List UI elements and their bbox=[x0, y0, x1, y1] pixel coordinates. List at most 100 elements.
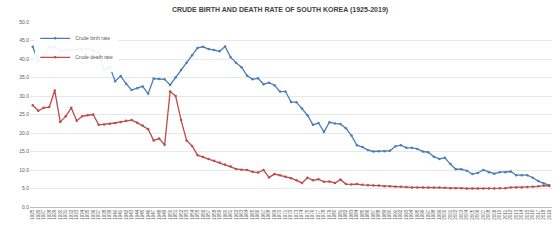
svg-text:1962: 1962 bbox=[234, 209, 239, 220]
svg-text:1975: 1975 bbox=[305, 209, 310, 220]
svg-text:1928: 1928 bbox=[47, 209, 52, 220]
svg-text:1954: 1954 bbox=[190, 209, 195, 220]
svg-text:1961: 1961 bbox=[228, 209, 233, 220]
svg-text:1932: 1932 bbox=[69, 209, 74, 220]
svg-text:2004: 2004 bbox=[464, 209, 469, 220]
svg-text:2018: 2018 bbox=[541, 209, 546, 220]
svg-text:1938: 1938 bbox=[102, 209, 107, 220]
svg-text:1942: 1942 bbox=[124, 209, 129, 220]
svg-text:1982: 1982 bbox=[343, 209, 348, 220]
svg-text:2014: 2014 bbox=[519, 209, 524, 220]
svg-text:1935: 1935 bbox=[85, 209, 90, 220]
svg-text:1966: 1966 bbox=[255, 209, 260, 220]
svg-text:1931: 1931 bbox=[63, 209, 68, 220]
svg-text:2016: 2016 bbox=[530, 209, 535, 220]
svg-text:1957: 1957 bbox=[206, 209, 211, 220]
svg-text:1964: 1964 bbox=[245, 209, 250, 220]
svg-text:2003: 2003 bbox=[459, 209, 464, 220]
svg-text:1929: 1929 bbox=[52, 209, 57, 220]
svg-text:2015: 2015 bbox=[525, 209, 530, 220]
svg-text:1939: 1939 bbox=[107, 209, 112, 220]
svg-text:1985: 1985 bbox=[360, 209, 365, 220]
svg-text:1969: 1969 bbox=[272, 209, 277, 220]
svg-text:1998: 1998 bbox=[431, 209, 436, 220]
svg-text:1996: 1996 bbox=[420, 209, 425, 220]
svg-text:1995: 1995 bbox=[415, 209, 420, 220]
svg-text:CRUDE BIRTH AND DEATH RATE OF: CRUDE BIRTH AND DEATH RATE OF SOUTH KORE… bbox=[172, 6, 388, 14]
svg-text:1950: 1950 bbox=[168, 209, 173, 220]
svg-text:1967: 1967 bbox=[261, 209, 266, 220]
svg-text:1999: 1999 bbox=[437, 209, 442, 220]
svg-text:1945: 1945 bbox=[140, 209, 145, 220]
svg-text:45.0: 45.0 bbox=[19, 37, 29, 43]
svg-text:2019: 2019 bbox=[547, 209, 552, 220]
svg-text:2010: 2010 bbox=[497, 209, 502, 220]
svg-text:Crude death rate: Crude death rate bbox=[75, 54, 113, 60]
svg-text:1956: 1956 bbox=[201, 209, 206, 220]
svg-text:2008: 2008 bbox=[486, 209, 491, 220]
svg-text:1973: 1973 bbox=[294, 209, 299, 220]
svg-text:1953: 1953 bbox=[184, 209, 189, 220]
svg-text:1965: 1965 bbox=[250, 209, 255, 220]
svg-text:1925: 1925 bbox=[30, 209, 35, 220]
svg-text:1927: 1927 bbox=[41, 209, 46, 220]
svg-text:2007: 2007 bbox=[481, 209, 486, 220]
svg-text:1936: 1936 bbox=[91, 209, 96, 220]
svg-text:1930: 1930 bbox=[58, 209, 63, 220]
svg-text:1949: 1949 bbox=[162, 209, 167, 220]
svg-text:2000: 2000 bbox=[442, 209, 447, 220]
svg-text:1972: 1972 bbox=[288, 209, 293, 220]
svg-text:1943: 1943 bbox=[129, 209, 134, 220]
svg-text:1958: 1958 bbox=[212, 209, 217, 220]
svg-text:1944: 1944 bbox=[135, 209, 140, 220]
svg-text:2009: 2009 bbox=[492, 209, 497, 220]
svg-text:1989: 1989 bbox=[382, 209, 387, 220]
svg-text:1981: 1981 bbox=[338, 209, 343, 220]
svg-text:20.0: 20.0 bbox=[19, 130, 29, 136]
svg-text:2002: 2002 bbox=[453, 209, 458, 220]
svg-text:2012: 2012 bbox=[508, 209, 513, 220]
svg-text:1934: 1934 bbox=[80, 209, 85, 220]
svg-text:1970: 1970 bbox=[277, 209, 282, 220]
svg-text:0.0: 0.0 bbox=[22, 204, 29, 210]
svg-text:2005: 2005 bbox=[470, 209, 475, 220]
svg-text:1979: 1979 bbox=[327, 209, 332, 220]
svg-text:30.0: 30.0 bbox=[19, 93, 29, 99]
svg-text:1952: 1952 bbox=[179, 209, 184, 220]
svg-text:2017: 2017 bbox=[536, 209, 541, 220]
svg-text:1988: 1988 bbox=[376, 209, 381, 220]
svg-text:50.0: 50.0 bbox=[19, 19, 29, 25]
svg-text:1984: 1984 bbox=[354, 209, 359, 220]
svg-text:Crude birth rate: Crude birth rate bbox=[75, 35, 110, 41]
svg-text:1991: 1991 bbox=[393, 209, 398, 220]
svg-text:1993: 1993 bbox=[404, 209, 409, 220]
svg-text:2001: 2001 bbox=[448, 209, 453, 220]
svg-text:1971: 1971 bbox=[283, 209, 288, 220]
svg-text:1978: 1978 bbox=[321, 209, 326, 220]
svg-text:1992: 1992 bbox=[398, 209, 403, 220]
svg-text:1977: 1977 bbox=[316, 209, 321, 220]
svg-text:1986: 1986 bbox=[365, 209, 370, 220]
svg-text:1941: 1941 bbox=[118, 209, 123, 220]
svg-text:1983: 1983 bbox=[349, 209, 354, 220]
svg-text:1987: 1987 bbox=[371, 209, 376, 220]
svg-text:2006: 2006 bbox=[475, 209, 480, 220]
svg-text:1974: 1974 bbox=[299, 209, 304, 220]
svg-text:1976: 1976 bbox=[310, 209, 315, 220]
svg-text:35.0: 35.0 bbox=[19, 74, 29, 80]
svg-text:1955: 1955 bbox=[195, 209, 200, 220]
svg-text:1951: 1951 bbox=[173, 209, 178, 220]
svg-text:1933: 1933 bbox=[74, 209, 79, 220]
svg-text:1940: 1940 bbox=[113, 209, 118, 220]
svg-text:1997: 1997 bbox=[426, 209, 431, 220]
svg-text:1963: 1963 bbox=[239, 209, 244, 220]
svg-text:40.0: 40.0 bbox=[19, 56, 29, 62]
svg-text:2011: 2011 bbox=[503, 209, 508, 219]
svg-text:1947: 1947 bbox=[151, 209, 156, 220]
svg-text:1994: 1994 bbox=[409, 209, 414, 220]
svg-text:1960: 1960 bbox=[223, 209, 228, 220]
svg-text:1968: 1968 bbox=[266, 209, 271, 220]
svg-text:1980: 1980 bbox=[332, 209, 337, 220]
svg-text:15.0: 15.0 bbox=[19, 148, 29, 154]
svg-text:5.0: 5.0 bbox=[22, 185, 29, 191]
